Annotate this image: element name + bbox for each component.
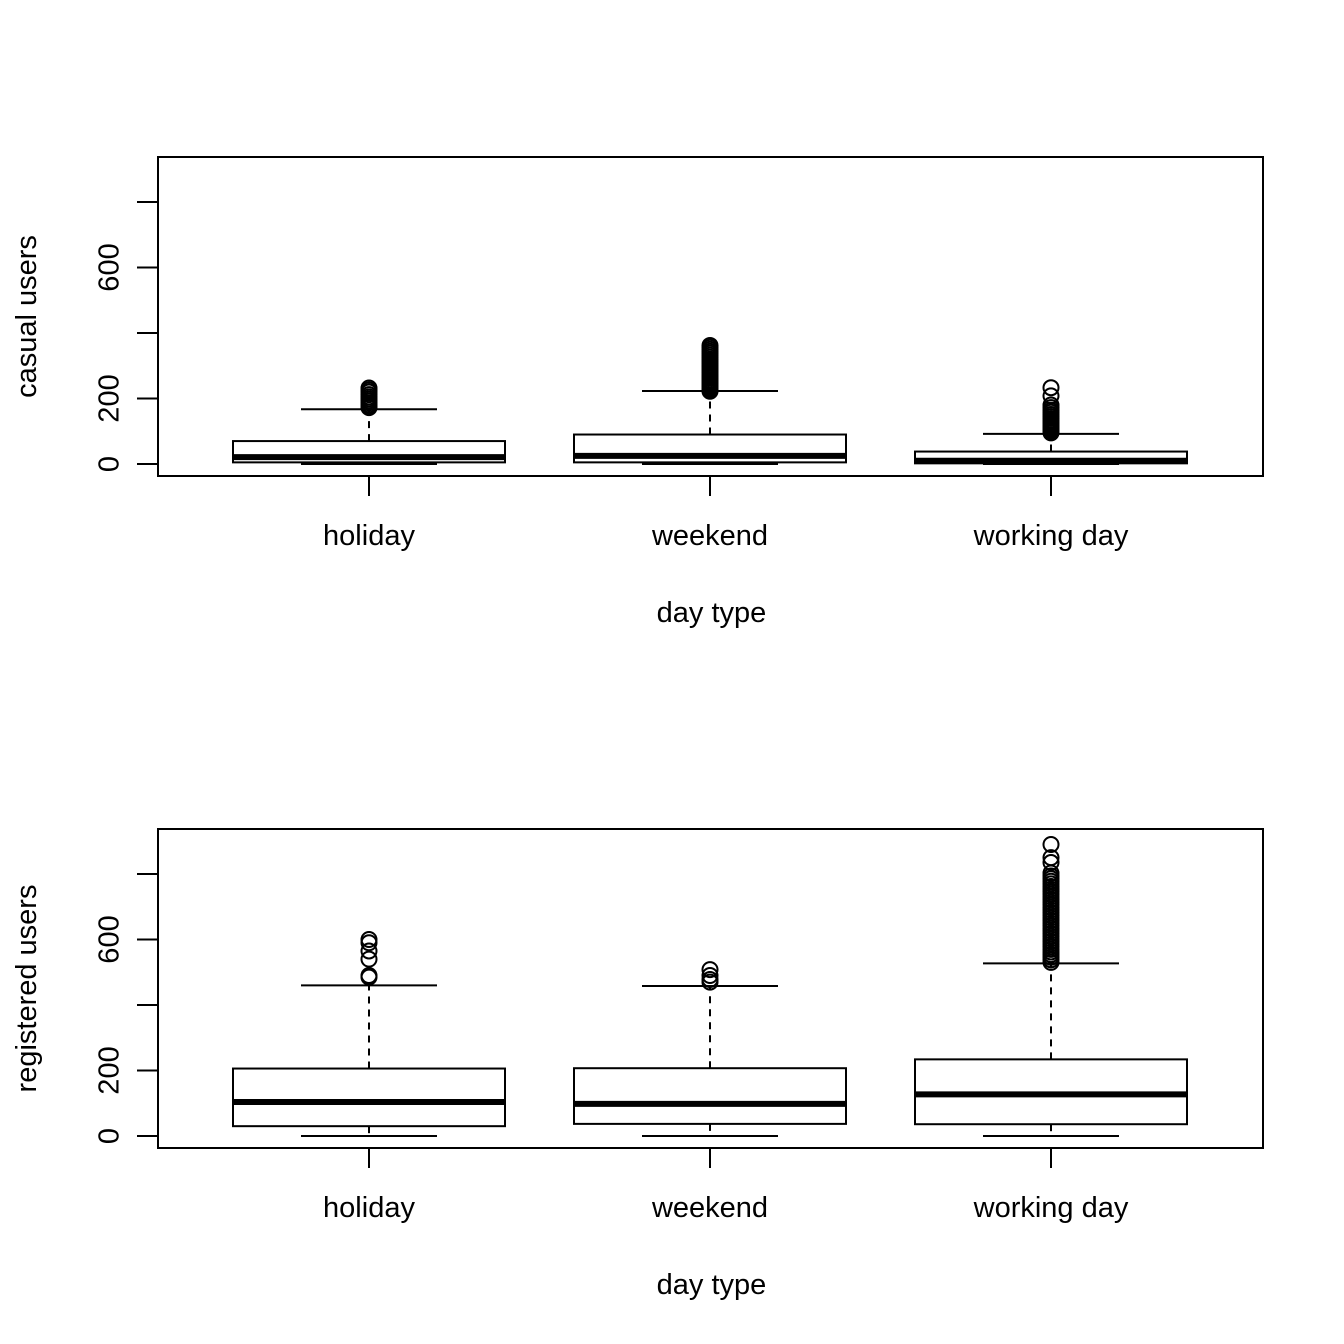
x-axis-title: day type xyxy=(657,597,767,629)
outlier-point xyxy=(360,931,378,948)
outlier-point xyxy=(1042,396,1060,414)
outlier-point xyxy=(1042,854,1060,872)
outlier-point xyxy=(360,950,378,968)
box-holiday xyxy=(232,379,506,465)
y-tick-label: 0 xyxy=(94,456,126,472)
y-tick-label: 200 xyxy=(94,374,126,422)
y-tick-label: 200 xyxy=(94,1046,126,1094)
y-tick-label: 600 xyxy=(94,243,126,291)
panel-1: 0 200 600 registered users holiday weekend wor… xyxy=(11,828,1264,1301)
x-axis: holiday weekend working day xyxy=(323,1148,1129,1224)
box-holiday xyxy=(232,931,506,1137)
box-weekend xyxy=(573,961,847,1137)
box-working-day xyxy=(914,836,1188,1137)
outlier-point xyxy=(701,967,719,985)
y-axis-title: casual users xyxy=(11,235,43,398)
outlier-point xyxy=(1042,379,1060,397)
x-tick-label: weekend xyxy=(651,520,768,552)
y-tick-label: 0 xyxy=(94,1128,126,1144)
x-tick-label: holiday xyxy=(323,1192,415,1224)
outlier-point xyxy=(1042,387,1060,405)
x-tick-label: holiday xyxy=(323,520,415,552)
y-axis-title: registered users xyxy=(11,885,43,1093)
box-weekend xyxy=(573,336,847,465)
outlier-point xyxy=(360,942,378,960)
outlier-point xyxy=(360,967,378,985)
x-tick-label: working day xyxy=(973,520,1129,552)
panel-0: 0 200 600 casual users holiday weekend working… xyxy=(11,156,1264,629)
box-working-day xyxy=(914,379,1188,465)
outlier-point xyxy=(360,379,378,397)
iqr-box xyxy=(232,1067,506,1128)
outlier-point xyxy=(701,961,719,979)
outlier-point xyxy=(701,336,719,354)
outlier-point xyxy=(1042,849,1060,867)
y-tick-label: 600 xyxy=(94,915,126,963)
x-tick-label: weekend xyxy=(651,1192,768,1224)
outlier-point xyxy=(1042,836,1060,854)
y-axis: 0 200 600 xyxy=(94,201,158,472)
x-axis: holiday weekend working day xyxy=(323,476,1129,552)
x-axis-title: day type xyxy=(657,1269,767,1301)
y-axis: 0 200 600 xyxy=(94,873,158,1144)
iqr-box xyxy=(573,1067,847,1125)
x-tick-label: working day xyxy=(973,1192,1129,1224)
